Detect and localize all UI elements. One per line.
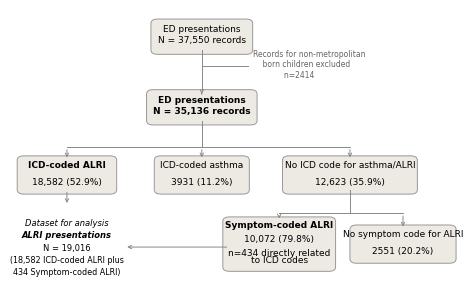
- Text: ED presentations: ED presentations: [163, 25, 240, 34]
- Text: 3931 (11.2%): 3931 (11.2%): [171, 178, 233, 187]
- Text: ALRI presentations: ALRI presentations: [22, 231, 112, 240]
- FancyBboxPatch shape: [17, 156, 117, 194]
- Text: 12,623 (35.9%): 12,623 (35.9%): [315, 178, 385, 187]
- Text: n=434 directly related: n=434 directly related: [228, 249, 330, 258]
- Text: to ICD codes: to ICD codes: [251, 256, 308, 265]
- Text: N = 35,136 records: N = 35,136 records: [153, 107, 251, 116]
- Text: 2551 (20.2%): 2551 (20.2%): [373, 247, 434, 256]
- Text: 434 Symptom-coded ALRI): 434 Symptom-coded ALRI): [13, 268, 121, 277]
- Text: Dataset for analysis: Dataset for analysis: [25, 219, 109, 228]
- FancyBboxPatch shape: [151, 19, 253, 54]
- Text: N = 19,016: N = 19,016: [43, 244, 91, 253]
- Text: ICD-coded asthma: ICD-coded asthma: [160, 161, 244, 170]
- FancyBboxPatch shape: [350, 225, 456, 263]
- FancyBboxPatch shape: [146, 90, 257, 125]
- Text: 18,582 (52.9%): 18,582 (52.9%): [32, 178, 102, 187]
- Text: N = 37,550 records: N = 37,550 records: [158, 36, 246, 45]
- Text: ED presentations: ED presentations: [158, 96, 246, 105]
- FancyBboxPatch shape: [283, 156, 418, 194]
- Text: Records for non-metropolitan
    born children excluded
             n=2414: Records for non-metropolitan born childr…: [253, 50, 365, 80]
- Text: No symptom code for ALRI: No symptom code for ALRI: [343, 230, 463, 239]
- FancyBboxPatch shape: [223, 217, 336, 271]
- Text: No ICD code for asthma/ALRI: No ICD code for asthma/ALRI: [284, 161, 415, 170]
- FancyBboxPatch shape: [154, 156, 249, 194]
- Text: 10,072 (79.8%): 10,072 (79.8%): [244, 235, 314, 244]
- Text: Symptom-coded ALRI: Symptom-coded ALRI: [225, 221, 333, 230]
- Text: (18,582 ICD-coded ALRI plus: (18,582 ICD-coded ALRI plus: [10, 256, 124, 265]
- Text: ICD-coded ALRI: ICD-coded ALRI: [28, 161, 106, 170]
